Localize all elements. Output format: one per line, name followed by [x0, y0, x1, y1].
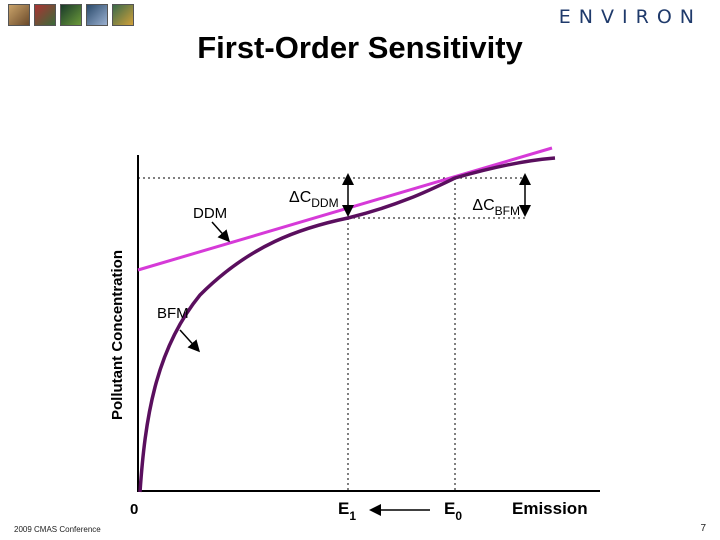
- logo-tile-2: [34, 4, 56, 26]
- page-title: First-Order Sensitivity: [197, 30, 523, 65]
- logo-tile-4: [86, 4, 108, 26]
- footer-conference: 2009 CMAS Conference: [14, 525, 101, 534]
- logo-tile-3: [60, 4, 82, 26]
- bfm-label: BFM: [157, 305, 189, 322]
- brand-logo: ENVIRON: [558, 6, 702, 28]
- x-label-e0: E0: [444, 499, 462, 523]
- x-label-zero: 0: [130, 501, 138, 518]
- ddm-pointer-arrow: [211, 221, 230, 243]
- ddm-label: DDM: [193, 205, 227, 222]
- delta-c-ddm-label: ΔCDDM: [289, 189, 339, 210]
- x-label-emission: Emission: [512, 499, 588, 518]
- y-axis-label: Pollutant Concentration: [109, 250, 126, 420]
- page-number: 7: [700, 523, 706, 534]
- x-label-e1: E1: [338, 499, 356, 523]
- delta-c-bfm-label: ΔCBFM: [472, 197, 520, 218]
- logo-tile-5: [112, 4, 134, 26]
- logo-strip: [8, 4, 134, 30]
- bfm-pointer-arrow: [179, 329, 201, 353]
- logo-tile-1: [8, 4, 30, 26]
- bfm-response-curve: [138, 156, 556, 493]
